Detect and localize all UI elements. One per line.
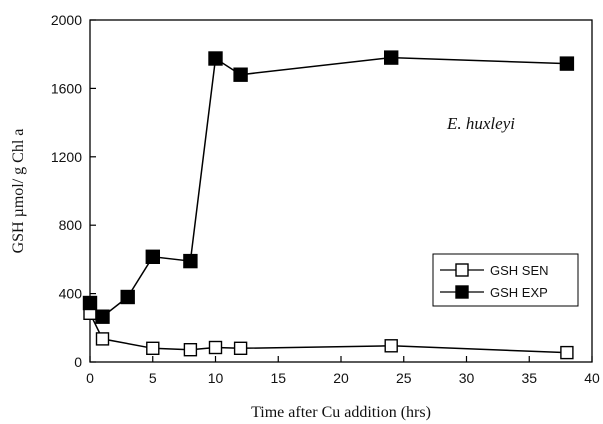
series-line <box>89 312 567 354</box>
y-tick-label: 0 <box>74 354 82 370</box>
x-tick-label: 35 <box>521 370 537 386</box>
data-point <box>208 51 223 66</box>
data-point <box>233 341 248 355</box>
x-tick-label: 15 <box>270 370 286 386</box>
x-tick-label: 40 <box>584 370 600 386</box>
y-axis-label: GSH µmol/ g Chl a <box>10 129 27 254</box>
data-point <box>384 50 399 65</box>
y-axis: 0 400 800 1200 1600 2000 <box>51 12 96 370</box>
series-layer <box>82 50 575 360</box>
x-tick-label: 10 <box>208 370 224 386</box>
plot-frame <box>89 19 593 363</box>
x-tick-label: 5 <box>149 370 157 386</box>
x-tick-label: 0 <box>86 370 94 386</box>
x-tick-label: 25 <box>396 370 412 386</box>
y-tick-label: 1200 <box>51 149 82 165</box>
data-point <box>146 341 160 355</box>
legend-label-sen: GSH SEN <box>490 263 549 278</box>
data-point <box>120 289 135 305</box>
data-point <box>208 340 223 355</box>
data-point <box>95 309 110 324</box>
series-gsh-exp <box>82 50 575 324</box>
data-point <box>233 67 248 82</box>
legend-marker-sen <box>455 263 469 277</box>
data-point <box>559 56 575 71</box>
x-tick-label: 30 <box>459 370 475 386</box>
legend-marker-exp <box>455 285 469 299</box>
y-tick-label: 2000 <box>51 12 82 28</box>
data-point <box>82 295 98 311</box>
data-point <box>95 332 110 346</box>
legend: GSH SEN GSH EXP <box>432 253 579 307</box>
x-tick-label: 20 <box>333 370 349 386</box>
series-gsh-sen <box>83 306 574 360</box>
x-axis: 0 5 10 15 20 25 30 35 40 <box>86 356 600 386</box>
data-point <box>145 249 161 265</box>
legend-label-exp: GSH EXP <box>490 285 548 300</box>
y-tick-label: 800 <box>59 217 83 233</box>
data-point <box>183 343 198 357</box>
data-point <box>183 253 198 269</box>
y-tick-label: 1600 <box>51 80 82 96</box>
species-annotation: E. huxleyi <box>446 114 515 133</box>
x-axis-label: Time after Cu addition (hrs) <box>251 404 431 421</box>
data-point <box>384 339 398 353</box>
data-point <box>560 345 574 360</box>
y-tick-label: 400 <box>59 286 83 302</box>
